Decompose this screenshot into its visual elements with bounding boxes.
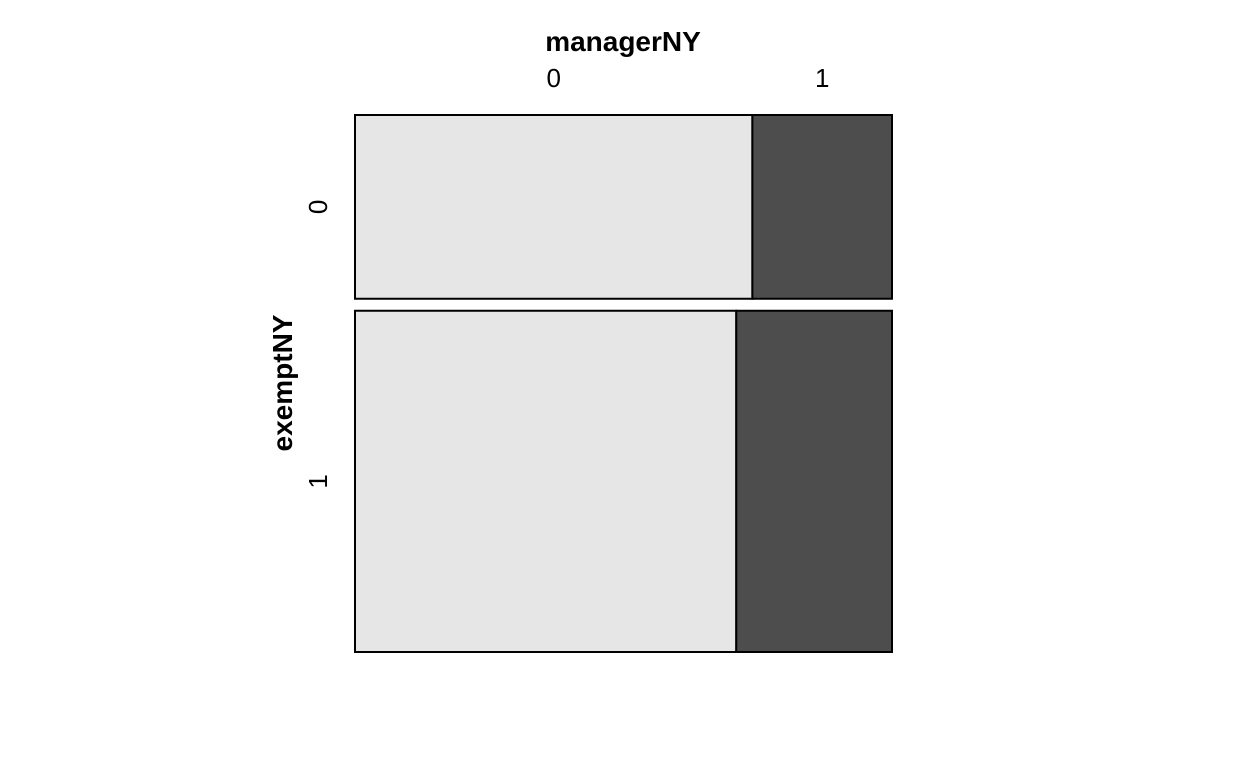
y-tick-label-1: 1 [303, 474, 333, 488]
mosaic-tiles [354, 114, 894, 653]
x-tick-label-0: 0 [546, 63, 560, 93]
tile-exempt-0-manager-0 [354, 114, 754, 300]
tile-exempt-1-manager-0 [354, 309, 738, 653]
tile-exempt-1-manager-1 [735, 309, 894, 653]
y-axis-title: exemptNY [267, 314, 298, 451]
y-tick-label-0: 0 [303, 200, 333, 214]
y-tick-labels: 01 [303, 200, 333, 489]
tile-exempt-0-manager-1 [751, 114, 893, 300]
x-axis-title: managerNY [545, 26, 701, 57]
x-tick-label-1: 1 [815, 63, 829, 93]
